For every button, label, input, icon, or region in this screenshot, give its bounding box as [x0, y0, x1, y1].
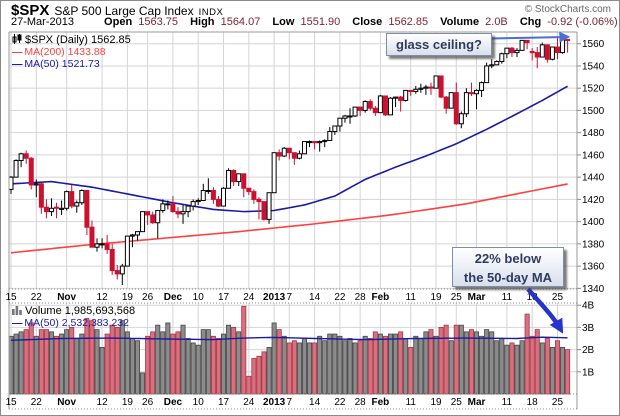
volume-bars-icon	[12, 305, 22, 318]
svg-text:1B: 1B	[582, 367, 595, 378]
svg-text:1520: 1520	[582, 84, 605, 95]
svg-text:Dec: Dec	[164, 397, 183, 408]
svg-text:18: 18	[527, 397, 539, 408]
price-legend: $SPX (Daily) 1562.85 — MA(200) 1433.88 —…	[12, 34, 131, 70]
svg-text:1540: 1540	[582, 61, 605, 72]
svg-text:Mar: Mar	[468, 292, 486, 303]
ma50-legend: — MA(50) 1521.73	[12, 58, 100, 70]
below-ma-text-line2: the 50-day MA	[463, 270, 553, 285]
open-value: 1563.75	[138, 16, 178, 28]
quote-date: 27-Mar-2013	[11, 16, 74, 28]
svg-text:Dec: Dec	[164, 292, 183, 303]
exchange-label: INDX	[198, 7, 224, 18]
svg-text:2B: 2B	[582, 345, 595, 356]
svg-text:Nov: Nov	[57, 292, 76, 303]
svg-text:22: 22	[31, 397, 43, 408]
chg-label: Chg	[519, 16, 542, 28]
svg-text:25: 25	[552, 397, 564, 408]
svg-text:2013: 2013	[263, 397, 286, 408]
quote-line: 27-Mar-2013 Open 1563.75 High 1564.07 Lo…	[11, 16, 619, 28]
stockcharts-credit: © StockCharts.com	[524, 4, 611, 15]
svg-text:1420: 1420	[582, 195, 605, 206]
svg-text:24: 24	[243, 397, 255, 408]
svg-text:Feb: Feb	[371, 292, 389, 303]
svg-text:4B: 4B	[582, 301, 595, 312]
svg-text:15: 15	[5, 292, 17, 303]
svg-text:26: 26	[142, 397, 154, 408]
svg-text:22: 22	[31, 292, 43, 303]
svg-text:25: 25	[451, 397, 463, 408]
ma200-legend: — MA(200) 1433.88	[12, 46, 106, 58]
svg-text:11: 11	[502, 292, 513, 303]
volume-legend: Volume 1,985,693,568 — MA(50) 2,532,383,…	[12, 305, 135, 329]
svg-text:22: 22	[334, 292, 346, 303]
svg-text:10: 10	[193, 292, 205, 303]
open-label: Open	[104, 16, 133, 28]
svg-text:Nov: Nov	[57, 397, 76, 408]
svg-text:1440: 1440	[582, 173, 605, 184]
svg-text:10: 10	[193, 397, 205, 408]
svg-text:1340: 1340	[582, 284, 605, 295]
svg-text:11: 11	[502, 397, 513, 408]
low-label: Low	[272, 16, 295, 28]
volume-value: 2.0B	[485, 16, 508, 28]
volume-legend-title: Volume 1,985,693,568	[25, 305, 136, 317]
below-ma-callout: 22% below the 50-day MA	[452, 247, 564, 287]
svg-text:22: 22	[334, 397, 346, 408]
index-name: S&P 500 Large Cap Index	[54, 4, 194, 18]
high-label: High	[190, 16, 215, 28]
svg-text:17: 17	[218, 397, 230, 408]
svg-text:25: 25	[552, 292, 564, 303]
price-legend-title: $SPX (Daily) 1562.85	[25, 34, 131, 46]
svg-text:1560: 1560	[582, 39, 605, 50]
svg-text:25: 25	[451, 292, 463, 303]
svg-text:1460: 1460	[582, 150, 605, 161]
svg-text:28: 28	[355, 397, 367, 408]
svg-text:11: 11	[406, 397, 417, 408]
close-value: 1562.85	[388, 16, 429, 28]
svg-text:12: 12	[97, 397, 109, 408]
chg-value: -0.92 (-0.06%)	[547, 16, 618, 28]
svg-text:7: 7	[287, 397, 293, 408]
svg-text:19: 19	[430, 397, 442, 408]
svg-text:1400: 1400	[582, 217, 605, 228]
svg-text:18: 18	[527, 292, 539, 303]
close-label: Close	[352, 16, 383, 28]
chart-header: $SPX S&P 500 Large Cap Index INDX	[11, 2, 224, 19]
svg-text:11: 11	[406, 292, 417, 303]
svg-text:Mar: Mar	[468, 397, 486, 408]
below-ma-text-line1: 22% below	[474, 251, 542, 266]
svg-text:7: 7	[287, 292, 293, 303]
svg-text:1360: 1360	[582, 262, 605, 273]
svg-text:1500: 1500	[582, 106, 605, 117]
volume-label: Volume	[440, 16, 480, 28]
glass-ceiling-callout: glass ceiling?	[386, 33, 492, 56]
symbol: $SPX	[11, 2, 50, 19]
volume-ma-legend: — MA(50) 2,532,383,232	[12, 317, 129, 329]
svg-text:1380: 1380	[582, 239, 605, 250]
low-value: 1551.90	[300, 16, 341, 28]
svg-text:12: 12	[97, 292, 109, 303]
svg-text:1480: 1480	[582, 128, 605, 139]
svg-text:Feb: Feb	[371, 397, 389, 408]
svg-text:17: 17	[218, 292, 230, 303]
high-value: 1564.07	[220, 16, 261, 28]
svg-text:19: 19	[122, 292, 134, 303]
svg-text:3B: 3B	[582, 323, 595, 334]
glass-ceiling-text: glass ceiling?	[396, 37, 482, 52]
svg-text:19: 19	[430, 292, 442, 303]
candlestick-icon	[12, 34, 22, 47]
svg-text:14: 14	[309, 397, 321, 408]
svg-text:24: 24	[243, 292, 255, 303]
svg-text:2013: 2013	[263, 292, 286, 303]
svg-text:14: 14	[309, 292, 321, 303]
svg-text:15: 15	[5, 397, 17, 408]
svg-text:19: 19	[122, 397, 134, 408]
svg-text:28: 28	[355, 292, 367, 303]
svg-text:26: 26	[142, 292, 154, 303]
